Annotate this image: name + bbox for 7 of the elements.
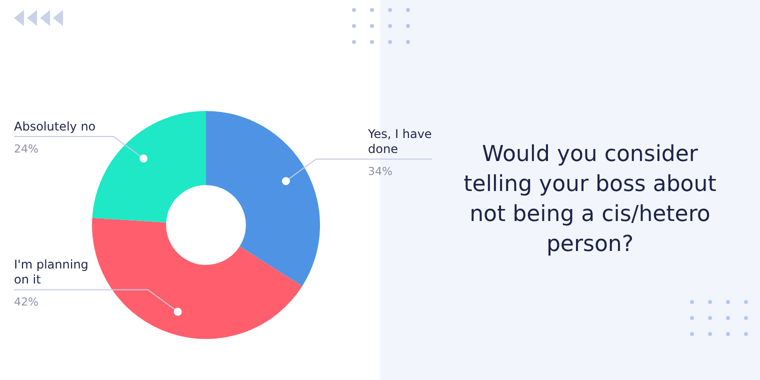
data-label: 34% [368,165,392,178]
slice-label: I'm planning on it [14,258,88,287]
slice-label: Yes, I have done [367,127,432,156]
data-label: 24% [14,142,38,156]
text: Would you consider telling your boss about not being a cis/hetero person? [462,141,718,259]
slice-label: Absolutely no [14,120,96,134]
data-label: 42% [14,296,38,309]
